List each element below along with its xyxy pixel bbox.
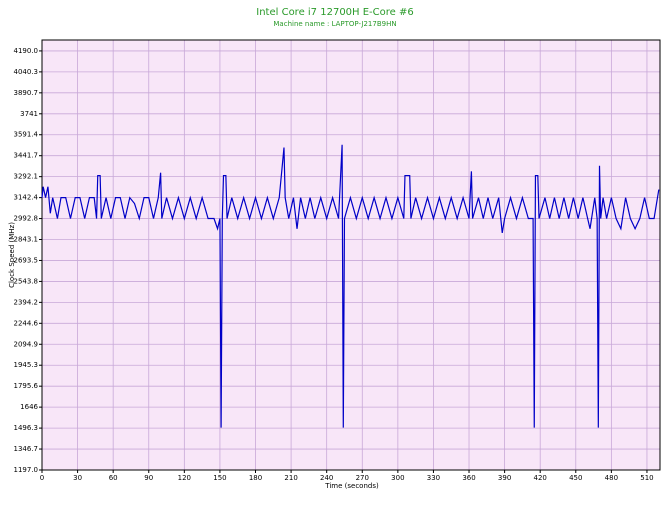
y-tick-label: 4190.0 [14, 47, 39, 55]
x-tick-label: 180 [249, 474, 262, 482]
chart-title: Intel Core i7 12700H E-Core #6 [256, 7, 413, 18]
x-tick-label: 270 [356, 474, 369, 482]
y-tick-label: 2094.9 [14, 340, 39, 348]
x-axis-label: Time (seconds) [324, 482, 379, 490]
x-tick-label: 450 [569, 474, 582, 482]
x-tick-label: 390 [498, 474, 511, 482]
chart-subtitle: Machine name : LAPTOP-J217B9HN [273, 20, 396, 28]
y-tick-label: 3441.7 [14, 152, 39, 160]
y-tick-label: 3741 [20, 110, 38, 118]
x-tick-label: 210 [284, 474, 297, 482]
y-tick-label: 3142.4 [14, 194, 39, 202]
x-tick-label: 420 [534, 474, 547, 482]
y-tick-label: 2244.6 [14, 319, 39, 327]
y-tick-label: 2843.1 [14, 236, 39, 244]
x-tick-label: 360 [462, 474, 475, 482]
y-tick-label: 2693.5 [14, 256, 39, 264]
y-tick-label: 2394.2 [14, 298, 39, 306]
plot-border [41, 39, 661, 471]
y-tick-label: 1197.0 [14, 466, 39, 474]
x-tick-label: 30 [73, 474, 82, 482]
x-tick-label: 0 [40, 474, 44, 482]
y-tick-label: 2992.8 [14, 215, 39, 223]
plot-area [42, 40, 660, 470]
x-tick-label: 150 [213, 474, 226, 482]
x-tick-label: 60 [109, 474, 118, 482]
y-tick-label: 1346.7 [14, 445, 39, 453]
x-tick-label: 240 [320, 474, 333, 482]
y-tick-label: 1646 [20, 403, 38, 411]
x-tick-label: 510 [640, 474, 653, 482]
y-tick-label: 3292.1 [14, 173, 39, 181]
x-tick-label: 480 [605, 474, 618, 482]
x-tick-label: 120 [178, 474, 191, 482]
y-tick-label: 2543.8 [14, 277, 39, 285]
data-line [41, 144, 660, 428]
x-tick-label: 300 [391, 474, 404, 482]
y-tick-label: 3890.7 [14, 89, 39, 97]
x-tick-label: 90 [144, 474, 153, 482]
y-tick-label: 1945.3 [14, 361, 39, 369]
y-tick-label: 4040.3 [14, 68, 39, 76]
x-tick-label: 330 [427, 474, 440, 482]
y-axis-label: Clock Speed (MHz) [8, 222, 16, 288]
y-tick-label: 3591.4 [14, 131, 39, 139]
y-tick-label: 1795.6 [14, 382, 39, 390]
y-tick-label: 1496.3 [14, 424, 39, 432]
